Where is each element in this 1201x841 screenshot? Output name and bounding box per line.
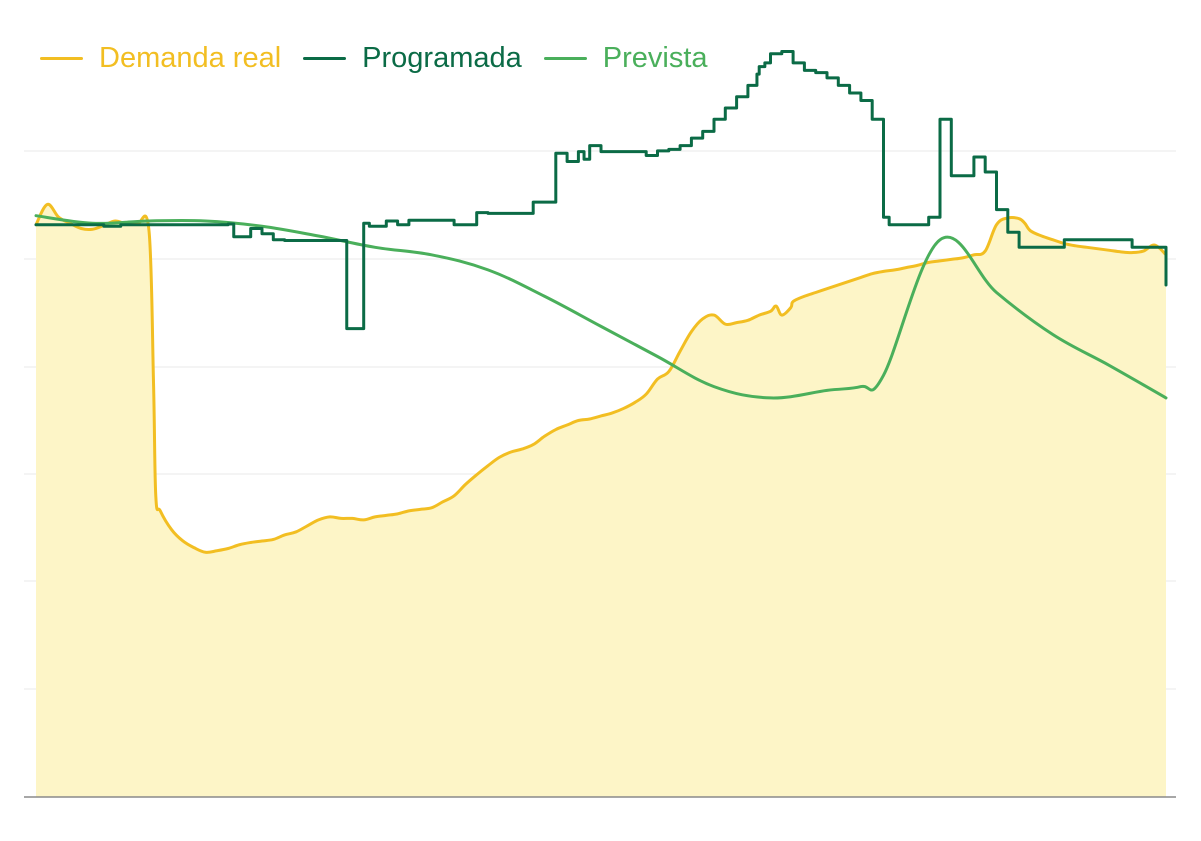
legend-swatch-programada	[303, 57, 347, 60]
legend-swatch-demanda-real	[40, 57, 83, 60]
legend-item-demanda-real: Demanda real	[40, 44, 281, 73]
legend-item-prevista: Prevista	[543, 42, 708, 74]
series-line-prevista	[34, 214, 1168, 400]
series-line-demanda-real	[34, 202, 1168, 554]
chart-legend: Demanda real Programada Prevista	[40, 44, 708, 73]
series-line-programada	[34, 50, 1168, 331]
legend-label-programada: Programada	[362, 42, 522, 74]
legend-item-programada: Programada	[303, 44, 522, 73]
legend-label-demanda-real: Demanda real	[99, 42, 282, 74]
series-area-demanda-real	[36, 204, 1166, 797]
legend-label-prevista: Prevista	[602, 42, 708, 74]
legend-swatch-prevista	[543, 57, 587, 60]
